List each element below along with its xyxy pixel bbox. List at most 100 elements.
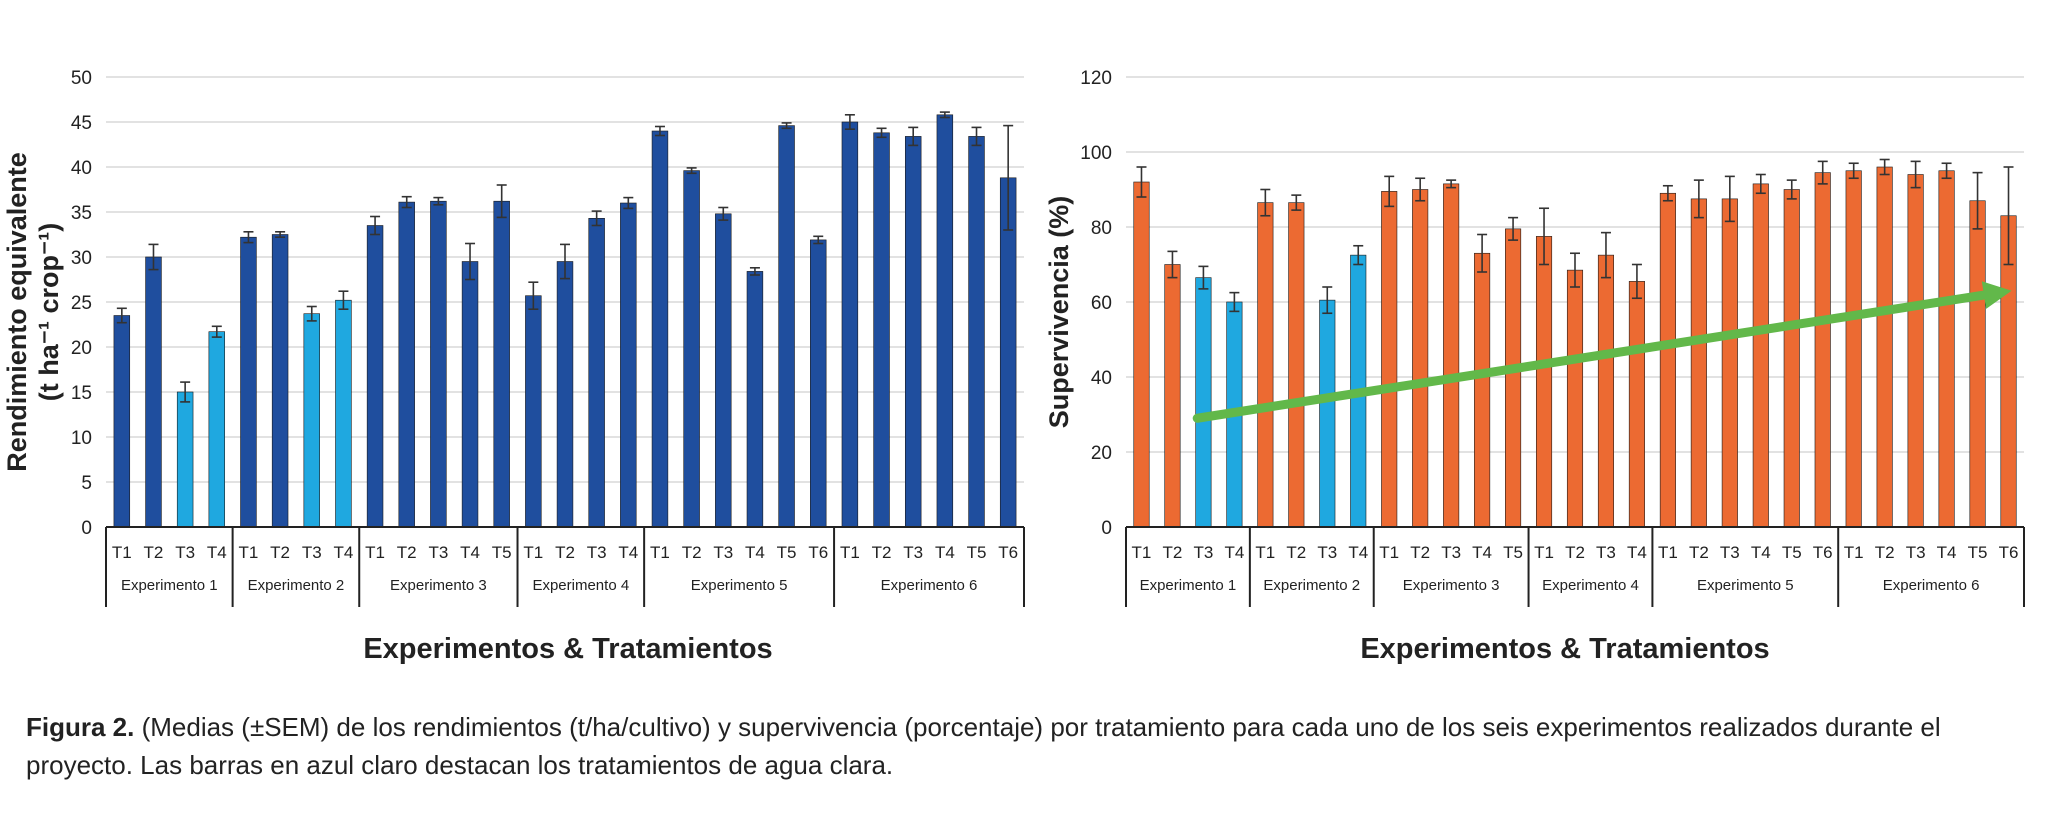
figure-caption: Figura 2. (Medias (±SEM) de los rendimie…: [26, 708, 2026, 784]
y-tick-label: 0: [81, 518, 92, 539]
bar: [461, 261, 479, 528]
bar: [525, 295, 542, 528]
x-tick-label: T3: [587, 543, 607, 562]
bar: [1474, 252, 1491, 528]
x-tick-label: T2: [144, 543, 164, 562]
x-tick-label: T2: [1163, 543, 1183, 562]
bar: [936, 114, 954, 528]
bar: [145, 256, 162, 528]
bar: [683, 170, 700, 528]
bar: [1288, 202, 1305, 528]
bar: [271, 234, 289, 528]
x-tick-label: T5: [967, 543, 987, 562]
y-tick-label: 15: [71, 383, 92, 404]
bar: [620, 202, 637, 528]
x-tick-label: T3: [1720, 543, 1740, 562]
group-label: Experimento 3: [390, 577, 487, 594]
bar: [968, 136, 985, 528]
x-tick-label: T4: [1751, 543, 1771, 562]
bar: [873, 132, 890, 528]
x-tick-label: T2: [1689, 543, 1709, 562]
y-axis-title-units: (t ha⁻¹ crop⁻¹): [34, 223, 64, 401]
y-tick-label: 60: [1091, 293, 1112, 314]
x-axis-title: Experimentos & Tratamientos: [1360, 633, 1769, 665]
bar: [1566, 269, 1584, 528]
y-tick-label: 5: [81, 473, 92, 494]
y-tick-label: 100: [1080, 143, 1112, 164]
x-tick-label: T3: [1906, 543, 1926, 562]
x-tick-label: T3: [428, 543, 448, 562]
x-tick-label: T4: [207, 543, 227, 562]
bar: [366, 225, 384, 528]
x-tick-label: T6: [808, 543, 828, 562]
y-tick-label: 45: [71, 113, 92, 134]
bar: [746, 271, 764, 528]
x-tick-label: T1: [1255, 543, 1275, 562]
x-tick-label: T3: [903, 543, 923, 562]
group-label: Experimento 1: [1140, 577, 1237, 594]
x-tick-label: T4: [1627, 543, 1647, 562]
bar: [556, 261, 574, 528]
bar: [1690, 198, 1707, 528]
bar: [1938, 170, 1955, 528]
y-tick-label: 40: [71, 158, 92, 179]
group-label: Experimento 6: [881, 577, 978, 594]
x-tick-label: T3: [302, 543, 322, 562]
bar: [715, 213, 732, 528]
x-tick-label: T1: [1844, 543, 1864, 562]
bar: [1257, 202, 1274, 528]
bar: [398, 201, 415, 528]
group-label: Experimento 2: [248, 577, 345, 594]
bar: [651, 130, 669, 528]
group-label: Experimento 3: [1403, 577, 1500, 594]
bar: [1319, 299, 1336, 528]
group-label: Experimento 5: [1697, 577, 1794, 594]
bar: [1659, 192, 1676, 528]
x-tick-label: T3: [1193, 543, 1213, 562]
y-tick-label: 35: [71, 203, 92, 224]
x-tick-label: T2: [397, 543, 417, 562]
bar: [904, 136, 922, 528]
x-tick-label: T4: [1224, 543, 1244, 562]
trend-arrow-head: [1981, 281, 2012, 309]
bar: [176, 391, 194, 528]
x-tick-label: T1: [1132, 543, 1152, 562]
x-tick-label: T3: [1441, 543, 1461, 562]
group-label: Experimento 6: [1883, 577, 1980, 594]
bar: [1597, 254, 1615, 528]
x-tick-label: T5: [1968, 543, 1988, 562]
y-tick-label: 120: [1080, 68, 1112, 89]
x-tick-label: T1: [1379, 543, 1399, 562]
x-tick-label: T2: [1286, 543, 1306, 562]
x-tick-label: T4: [745, 543, 765, 562]
bar: [841, 121, 859, 528]
x-tick-label: T5: [492, 543, 512, 562]
x-axis-title: Experimentos & Tratamientos: [363, 633, 772, 665]
bar: [335, 299, 352, 528]
x-tick-label: T5: [1503, 543, 1523, 562]
y-tick-label: 50: [71, 68, 92, 89]
x-tick-label: T2: [1410, 543, 1430, 562]
group-label: Experimento 4: [1542, 577, 1639, 594]
x-tick-label: T6: [1999, 543, 2019, 562]
y-tick-label: 25: [71, 293, 92, 314]
x-tick-label: T2: [872, 543, 892, 562]
yield-chart: 0 5 10 15 20 25 30 35 40 45 50 T1 T2 T3 T4 T1 T2 T3 T4 T1 T2…: [2, 68, 1025, 665]
x-tick-label: T1: [523, 543, 543, 562]
caption-label: Figura 2.: [26, 712, 135, 742]
bar: [493, 200, 510, 528]
survival-chart: 0 20 40 60 80 100 120 T1 T2 T3 T4 T1 T2 T3 T4 T1 T2 T3 T4 T…: [1044, 68, 2025, 665]
bar: [1721, 198, 1738, 528]
x-tick-label: T2: [270, 543, 290, 562]
x-tick-label: T6: [1813, 543, 1833, 562]
x-tick-label: T3: [1317, 543, 1337, 562]
bar: [240, 236, 257, 528]
y-tick-label: 30: [71, 248, 92, 269]
bar: [1845, 170, 1862, 528]
bar: [1195, 277, 1212, 528]
x-tick-label: T2: [682, 543, 702, 562]
bar: [1505, 228, 1522, 528]
bar: [1133, 181, 1150, 528]
bar: [1164, 264, 1181, 528]
